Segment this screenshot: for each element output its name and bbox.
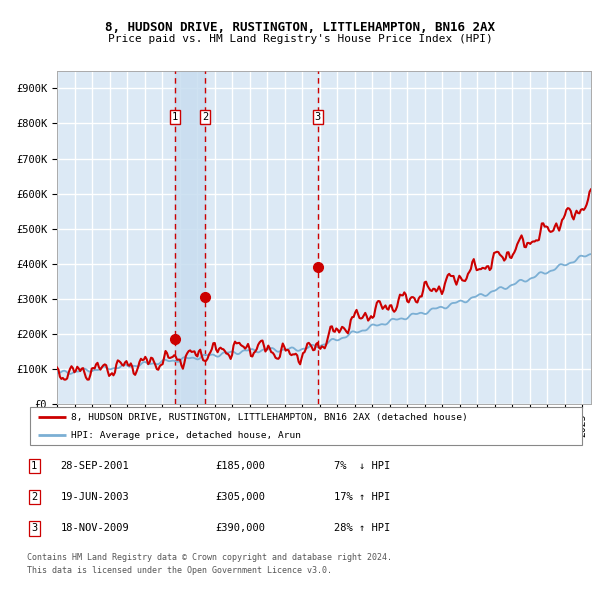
Text: £390,000: £390,000 — [216, 523, 266, 533]
Text: HPI: Average price, detached house, Arun: HPI: Average price, detached house, Arun — [71, 431, 301, 440]
Text: £305,000: £305,000 — [216, 492, 266, 502]
Bar — [175, 71, 205, 404]
Text: 8, HUDSON DRIVE, RUSTINGTON, LITTLEHAMPTON, BN16 2AX (detached house): 8, HUDSON DRIVE, RUSTINGTON, LITTLEHAMPT… — [71, 413, 468, 422]
Text: 3: 3 — [31, 523, 37, 533]
Text: 1: 1 — [172, 112, 178, 122]
Text: 2: 2 — [202, 112, 208, 122]
Text: 18-NOV-2009: 18-NOV-2009 — [61, 523, 130, 533]
FancyBboxPatch shape — [30, 407, 582, 445]
Text: 28-SEP-2001: 28-SEP-2001 — [61, 461, 130, 471]
Text: 2: 2 — [31, 492, 37, 502]
Text: £185,000: £185,000 — [216, 461, 266, 471]
Text: 7%  ↓ HPI: 7% ↓ HPI — [334, 461, 391, 471]
Text: 1: 1 — [31, 461, 37, 471]
Text: This data is licensed under the Open Government Licence v3.0.: This data is licensed under the Open Gov… — [27, 566, 332, 575]
Text: 19-JUN-2003: 19-JUN-2003 — [61, 492, 130, 502]
Text: 3: 3 — [314, 112, 320, 122]
Text: Price paid vs. HM Land Registry's House Price Index (HPI): Price paid vs. HM Land Registry's House … — [107, 34, 493, 44]
Text: 28% ↑ HPI: 28% ↑ HPI — [334, 523, 391, 533]
Text: 17% ↑ HPI: 17% ↑ HPI — [334, 492, 391, 502]
Text: Contains HM Land Registry data © Crown copyright and database right 2024.: Contains HM Land Registry data © Crown c… — [27, 553, 392, 562]
Text: 8, HUDSON DRIVE, RUSTINGTON, LITTLEHAMPTON, BN16 2AX: 8, HUDSON DRIVE, RUSTINGTON, LITTLEHAMPT… — [105, 21, 495, 34]
